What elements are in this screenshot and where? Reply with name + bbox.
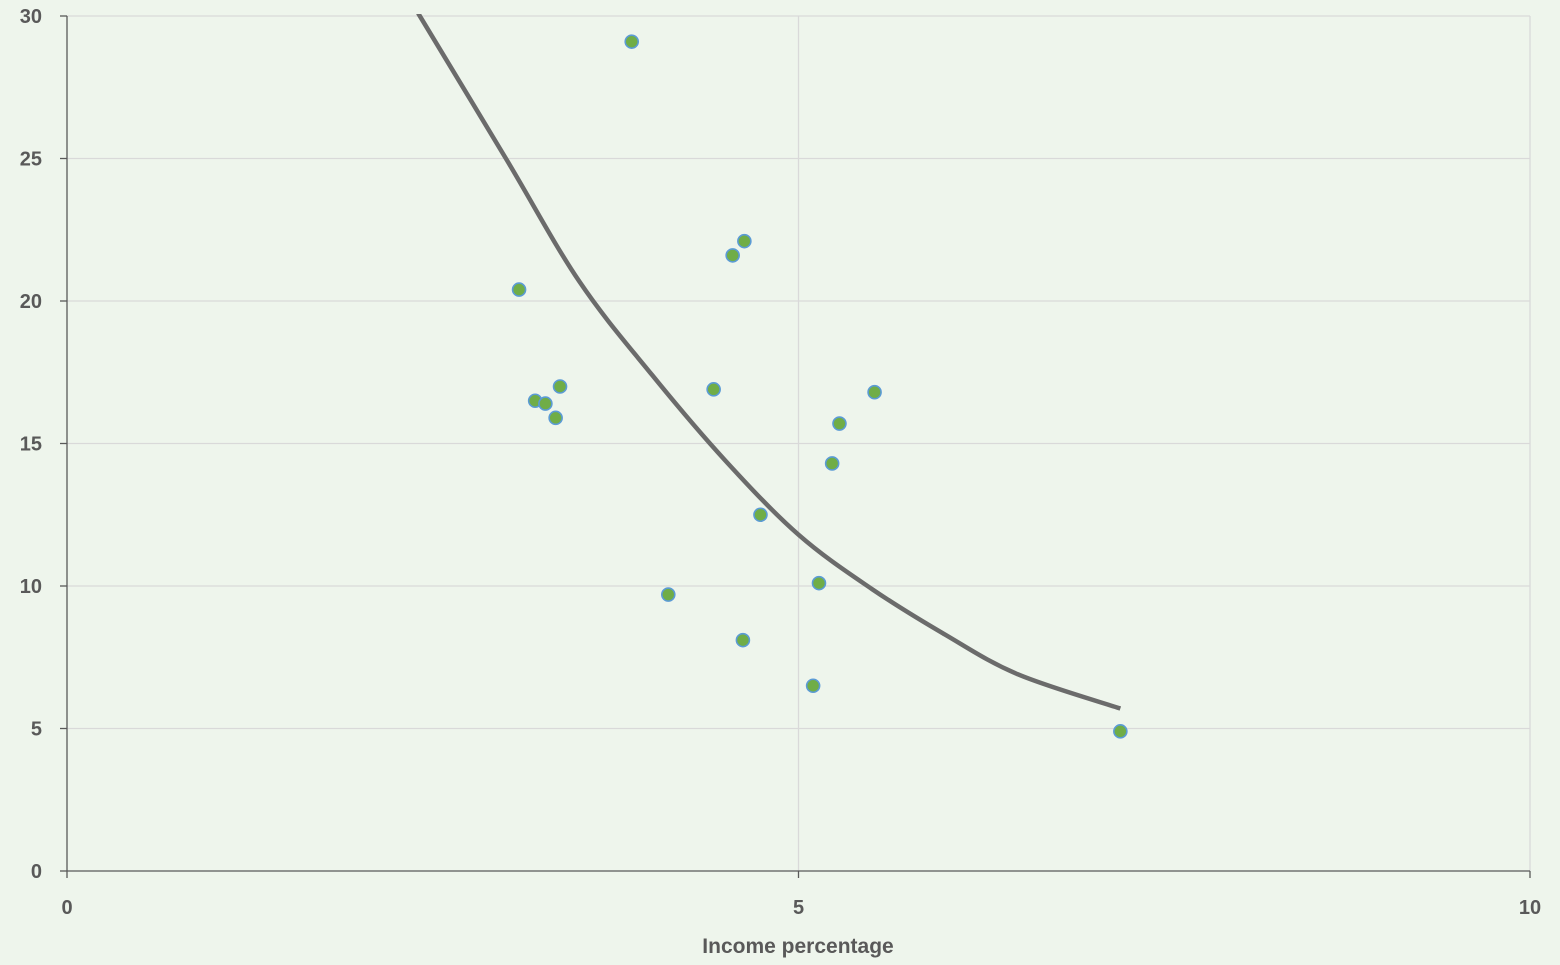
y-tick-label: 15: [20, 434, 42, 456]
y-tick-label: 10: [20, 576, 42, 598]
data-point: [735, 632, 751, 648]
x-tick-label: 10: [1519, 897, 1541, 919]
x-axis-title: Income percentage: [702, 935, 893, 958]
data-point: [552, 379, 568, 394]
x-tick-label: 5: [793, 897, 804, 919]
trendline-layer: [416, 14, 1122, 711]
data-point: [867, 384, 882, 400]
y-tick-label: 5: [31, 719, 42, 741]
y-tick-label: 0: [31, 861, 42, 883]
data-point: [725, 248, 740, 263]
y-tick-label: 20: [20, 291, 42, 313]
x-tick-label: 0: [61, 897, 72, 919]
data-point: [624, 34, 640, 49]
trendline: [416, 14, 1122, 711]
data-point: [1113, 724, 1128, 739]
gridlines: [67, 15, 1531, 871]
data-point: [548, 410, 563, 426]
axes: [60, 15, 1531, 878]
data-point: [824, 456, 840, 471]
data-point: [660, 587, 676, 602]
data-point: [706, 382, 721, 397]
data-point: [805, 678, 821, 694]
y-tick-label: 25: [20, 149, 42, 171]
data-point: [538, 396, 553, 411]
data-point: [737, 233, 752, 249]
tick-labels: 0 5 10 15 20 25 30 0 5 10: [20, 6, 1541, 919]
y-tick-label: 30: [20, 6, 42, 28]
data-point: [753, 507, 768, 523]
data-point: [811, 575, 827, 591]
data-points: [511, 34, 1128, 739]
data-point: [511, 282, 527, 297]
data-point: [832, 416, 847, 431]
